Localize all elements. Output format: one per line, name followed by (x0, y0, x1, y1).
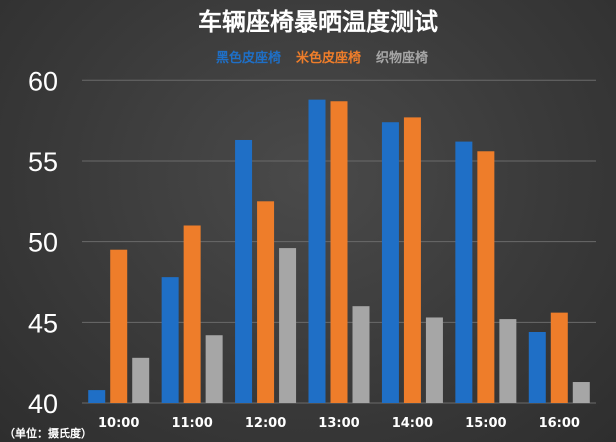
bar-1-0 (110, 249, 128, 403)
x-tick-label-3: 13:00 (318, 416, 359, 431)
y-tick-label-2: 50 (28, 228, 58, 258)
x-tick-label-1: 11:00 (171, 416, 212, 431)
x-tick-label-2: 12:00 (245, 416, 286, 431)
y-tick-label-1: 45 (28, 308, 58, 338)
bar-0-5 (455, 141, 473, 403)
bars (88, 99, 590, 404)
bar-1-6 (550, 312, 568, 403)
legend-entry-1: 米色皮座椅 (296, 50, 361, 66)
bar-0-1 (161, 277, 179, 403)
y-tick-label-3: 55 (28, 147, 58, 177)
x-tick-label-4: 14:00 (392, 416, 433, 431)
bar-1-4 (403, 117, 421, 404)
chart-title: 车辆座椅暴晒温度测试 (198, 8, 438, 36)
bar-1-5 (477, 151, 495, 403)
legend-entry-2: 织物座椅 (376, 50, 428, 66)
bar-1-1 (183, 225, 201, 403)
bar-2-4 (425, 317, 443, 403)
bar-0-3 (308, 99, 326, 404)
unit-note: （单位：摄氏度） (4, 426, 92, 440)
y-tick-label-4: 60 (28, 66, 58, 96)
bar-2-2 (279, 248, 297, 403)
bar-0-0 (88, 390, 106, 403)
bar-1-2 (257, 201, 275, 403)
legend: 黑色皮座椅 米色皮座椅 织物座椅 (216, 50, 428, 66)
x-tick-label-0: 10:00 (98, 416, 139, 431)
bar-2-0 (132, 357, 150, 403)
bar-1-3 (330, 101, 348, 403)
bar-0-6 (528, 332, 546, 403)
bar-2-3 (352, 306, 370, 403)
bar-0-4 (381, 122, 399, 404)
legend-entry-0: 黑色皮座椅 (216, 50, 281, 66)
x-axis: 10:00 11:00 12:00 13:00 14:00 15:00 16:00 (98, 416, 580, 431)
bar-2-5 (499, 319, 517, 403)
bar-2-6 (572, 382, 590, 403)
x-tick-label-6: 16:00 (539, 416, 580, 431)
bar-0-2 (235, 139, 253, 403)
y-tick-label-0: 40 (28, 389, 58, 419)
bar-2-1 (205, 335, 223, 403)
x-tick-label-5: 15:00 (465, 416, 506, 431)
y-axis: 40 45 50 55 60 (28, 66, 58, 419)
